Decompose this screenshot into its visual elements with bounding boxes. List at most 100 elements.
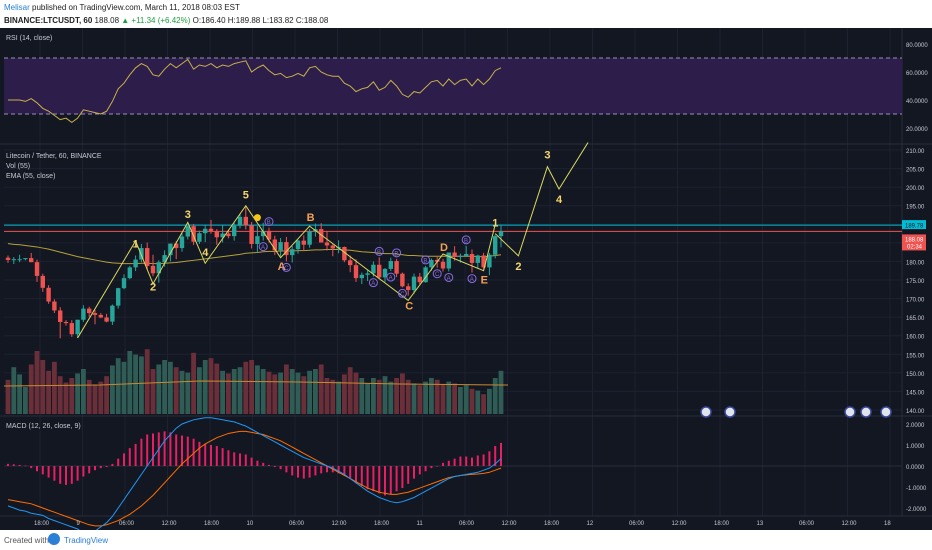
macd-hist-bar xyxy=(459,456,462,466)
chart-svg[interactable]: RSI (14, close)80.000060.000040.000020.0… xyxy=(0,28,932,534)
candle-body xyxy=(487,254,492,268)
candle-body xyxy=(348,260,353,266)
volume-bar xyxy=(214,363,220,414)
macd-hist-bar xyxy=(343,466,346,476)
candle-body xyxy=(255,236,260,244)
candle-body xyxy=(319,229,324,243)
subwave-marker-label: B xyxy=(377,250,381,256)
volume-bar xyxy=(5,379,11,414)
volume-bar xyxy=(144,349,150,414)
time-axis-label: 18:00 xyxy=(204,521,220,527)
macd-hist-bar xyxy=(123,453,125,466)
time-axis-label: 18 xyxy=(884,521,891,527)
time-axis-label: 12:00 xyxy=(502,521,518,527)
macd-hist-bar xyxy=(146,434,149,466)
last-price-tag xyxy=(902,234,926,251)
candle-body xyxy=(150,265,156,274)
volume-bar xyxy=(469,388,475,414)
candle-body xyxy=(452,252,457,257)
resistance-price-label: 189.78 xyxy=(905,224,924,230)
event-marker-icon xyxy=(844,406,856,418)
event-marker-icon xyxy=(700,406,712,418)
time-axis-label: 12:00 xyxy=(842,521,858,527)
candle-body xyxy=(266,230,272,240)
time-axis-label: 18:00 xyxy=(714,521,730,527)
candle-body xyxy=(87,308,92,314)
volume-bar xyxy=(307,370,312,414)
candle-body xyxy=(429,259,434,268)
volume-bar xyxy=(249,360,254,414)
wave-label: C xyxy=(405,301,413,313)
macd-hist-bar xyxy=(36,466,38,472)
macd-hist-bar xyxy=(88,466,91,474)
macd-hist-bar xyxy=(163,431,166,466)
macd-hist-bar xyxy=(418,466,421,475)
subwave-marker xyxy=(374,246,384,256)
price-title: Litecoin / Tether, 60, BINANCE xyxy=(6,153,102,160)
author-link[interactable]: Melisar xyxy=(4,3,30,12)
wave-projection-label: 4 xyxy=(556,194,563,206)
tradingview-logo-icon xyxy=(48,533,60,545)
macd-hist-bar xyxy=(128,448,131,466)
chart-area[interactable]: RSI (14, close) 80.0000 60.0000 40.0000 20.0… xyxy=(0,28,932,534)
wave-label: 4 xyxy=(202,247,209,259)
candle-body xyxy=(458,255,463,257)
candle-body xyxy=(330,245,335,249)
candle-body xyxy=(156,262,161,274)
wave-label: 1 xyxy=(492,218,498,230)
price-axis-label: 160.00 xyxy=(906,335,925,341)
time-axis-label: 18:00 xyxy=(34,521,50,527)
price-axis-label: 210.00 xyxy=(906,149,925,155)
subwave-marker-label: A xyxy=(447,276,451,282)
macd-hist-bar xyxy=(436,466,439,467)
volume-bar xyxy=(81,369,86,414)
volume-bar xyxy=(492,378,498,414)
candle-body xyxy=(423,267,428,283)
macd-hist-bar xyxy=(476,455,479,466)
volume-bar xyxy=(17,374,22,414)
candle-body xyxy=(307,231,312,245)
macd-hist-bar xyxy=(198,441,201,466)
subwave-marker xyxy=(386,272,396,282)
time-axis-label: 10 xyxy=(247,521,254,527)
wave-label: D xyxy=(440,242,448,254)
candles xyxy=(5,206,504,339)
event-marker-icon xyxy=(724,406,736,418)
candle-body xyxy=(406,286,411,291)
macd-hist-bar xyxy=(285,466,288,473)
tradingview-link[interactable]: TradingView xyxy=(64,536,109,545)
time-axis-label: 12:00 xyxy=(332,521,348,527)
macd-hist-bar xyxy=(500,442,502,466)
volume-bar xyxy=(440,384,446,414)
macd-hist-bar xyxy=(488,451,491,466)
candle-body xyxy=(365,273,370,275)
wave-label: E xyxy=(481,275,488,287)
macd-hist-bar xyxy=(7,463,9,466)
candle-body xyxy=(121,278,127,289)
macd-hist-bar xyxy=(366,466,369,490)
macd-hist-bar xyxy=(447,460,450,466)
subwave-marker-label: A xyxy=(389,276,393,282)
volume-bar xyxy=(376,379,382,414)
macd-hist-bar xyxy=(297,466,299,478)
volume-bar xyxy=(394,378,399,414)
volume-bar xyxy=(405,379,411,414)
subwave-marker xyxy=(444,272,454,282)
macd-hist-bar xyxy=(204,443,207,466)
volume-bar xyxy=(40,360,46,414)
volume-bar xyxy=(481,394,486,414)
subwave-marker xyxy=(432,269,442,279)
volume-bars xyxy=(5,349,504,414)
volume-bar xyxy=(150,369,156,414)
candle-body xyxy=(388,261,393,269)
macd-hist-bar xyxy=(105,466,108,468)
volume-bar xyxy=(342,374,347,414)
volume-bar xyxy=(411,383,417,414)
volume-bar xyxy=(173,367,179,414)
candle-body xyxy=(11,259,16,261)
candle-body xyxy=(174,243,179,249)
candle-body xyxy=(278,242,283,251)
macd-line xyxy=(7,417,502,534)
macd-hist-bar xyxy=(134,443,137,466)
time-axis-label: 18:00 xyxy=(544,521,560,527)
